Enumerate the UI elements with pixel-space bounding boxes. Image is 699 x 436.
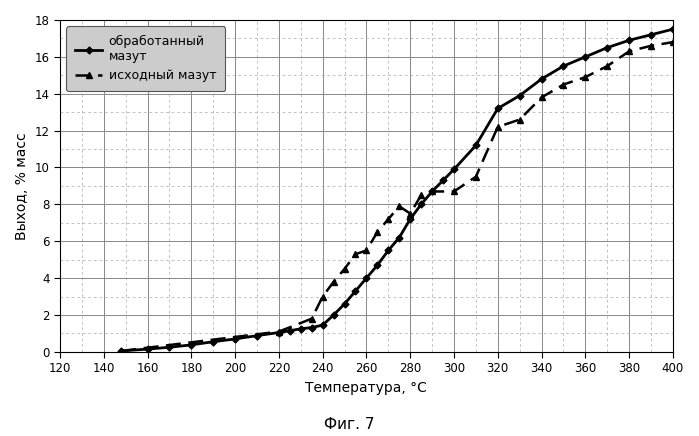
исходный мазут	[308, 316, 316, 321]
исходный мазут	[417, 193, 425, 198]
обработанный
мазут	[362, 276, 370, 281]
обработанный
мазут	[296, 326, 305, 331]
обработанный
мазут	[515, 93, 524, 98]
исходный мазут	[329, 279, 338, 284]
исходный мазут	[493, 124, 502, 129]
исходный мазут	[603, 64, 612, 69]
исходный мазут	[319, 294, 327, 299]
обработанный
мазут	[340, 301, 349, 307]
исходный мазут	[472, 174, 480, 179]
обработанный
мазут	[187, 342, 196, 347]
исходный мазут	[117, 348, 125, 354]
обработанный
мазут	[352, 288, 360, 293]
исходный мазут	[538, 95, 546, 100]
обработанный
мазут	[472, 143, 480, 148]
обработанный
мазут	[559, 64, 568, 69]
обработанный
мазут	[286, 328, 294, 333]
обработанный
мазут	[319, 323, 327, 328]
исходный мазут	[384, 217, 393, 222]
обработанный
мазут	[417, 202, 425, 207]
исходный мазут	[559, 82, 568, 87]
Line: исходный мазут: исходный мазут	[118, 39, 677, 354]
исходный мазут	[581, 75, 589, 80]
обработанный
мазут	[384, 248, 393, 253]
обработанный
мазут	[165, 344, 173, 350]
обработанный
мазут	[209, 339, 217, 344]
исходный мазут	[352, 252, 360, 257]
Line: обработанный
мазут: обработанный мазут	[119, 27, 675, 353]
обработанный
мазут	[253, 333, 261, 338]
обработанный
мазут	[625, 37, 633, 43]
обработанный
мазут	[538, 76, 546, 82]
исходный мазут	[395, 204, 403, 209]
исходный мазут	[669, 40, 677, 45]
исходный мазут	[340, 266, 349, 272]
Y-axis label: Выход, % масс: Выход, % масс	[15, 132, 29, 240]
исходный мазут	[449, 189, 458, 194]
исходный мазут	[373, 229, 382, 235]
обработанный
мазут	[373, 262, 382, 268]
обработанный
мазут	[603, 45, 612, 50]
Legend: обработанный
мазут, исходный мазут: обработанный мазут, исходный мазут	[66, 26, 225, 91]
исходный мазут	[275, 329, 283, 334]
обработанный
мазут	[647, 32, 655, 37]
обработанный
мазут	[428, 189, 436, 194]
обработанный
мазут	[143, 347, 152, 352]
исходный мазут	[647, 43, 655, 48]
исходный мазут	[362, 248, 370, 253]
обработанный
мазут	[493, 106, 502, 111]
обработанный
мазут	[439, 178, 447, 183]
обработанный
мазут	[308, 325, 316, 330]
обработанный
мазут	[275, 330, 283, 335]
обработанный
мазут	[449, 167, 458, 172]
исходный мазут	[428, 189, 436, 194]
исходный мазут	[625, 49, 633, 54]
X-axis label: Температура, °С: Температура, °С	[305, 381, 427, 395]
обработанный
мазут	[117, 348, 125, 354]
обработанный
мазут	[329, 312, 338, 317]
исходный мазут	[515, 117, 524, 122]
обработанный
мазут	[669, 27, 677, 32]
обработанный
мазут	[406, 217, 415, 222]
Text: Фиг. 7: Фиг. 7	[324, 417, 375, 432]
обработанный
мазут	[231, 336, 239, 341]
обработанный
мазут	[581, 54, 589, 59]
исходный мазут	[406, 211, 415, 216]
обработанный
мазут	[395, 235, 403, 240]
